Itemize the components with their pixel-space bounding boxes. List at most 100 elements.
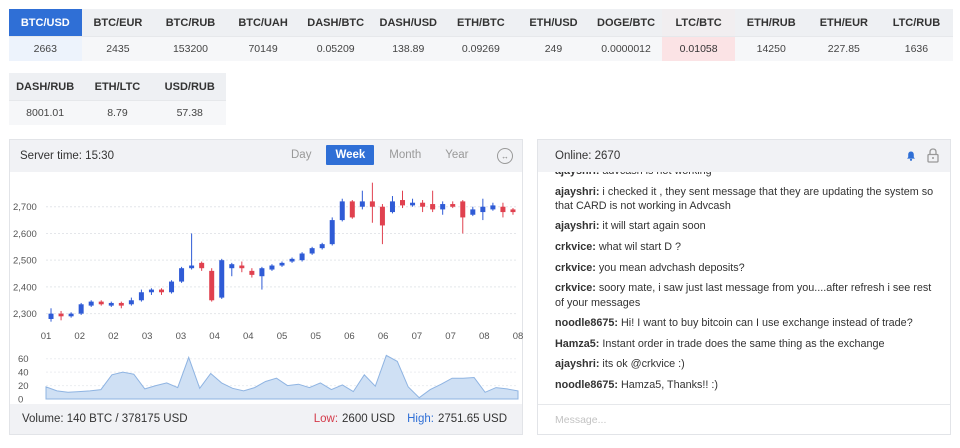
candle-body <box>440 204 446 210</box>
tab-month[interactable]: Month <box>389 149 422 161</box>
volume-tick-label: 40 <box>18 368 29 379</box>
candle-body <box>369 201 375 207</box>
candle-body <box>299 253 305 261</box>
chat-message: ajayshri: i checked it , they sent messa… <box>555 185 936 214</box>
ticker-price: 138.89 <box>371 36 445 61</box>
ticker-eth-usd[interactable]: ETH/USD 249 <box>517 9 590 61</box>
candle-body <box>219 260 225 298</box>
ticker-btc-usd[interactable]: BTC/USD 2663 <box>9 9 82 61</box>
chat-header: Online: 2670 <box>538 140 950 172</box>
bell-icon[interactable] <box>906 151 916 161</box>
candle-body <box>179 268 185 282</box>
candle-body <box>239 265 245 269</box>
chat-message: ajayshri: advcash is not working <box>555 172 936 178</box>
message-username[interactable]: ajayshri: <box>555 185 600 198</box>
candle-body <box>420 202 426 207</box>
high-value: 2751.65 USD <box>437 413 507 425</box>
candle-body <box>158 289 164 293</box>
candle-body <box>68 313 74 317</box>
ticker-price: 2663 <box>9 36 82 61</box>
message-username[interactable]: ajayshri: <box>555 358 600 371</box>
message-text: it will start again soon <box>602 220 706 233</box>
candle-body <box>319 244 325 249</box>
y-tick-label: 2,500 <box>13 256 37 267</box>
ticker-row-1: BTC/USD 2663 BTC/EUR 2435 BTC/RUB 153200 BTC/U… <box>9 9 953 61</box>
message-text: you mean advchash deposits? <box>598 261 745 274</box>
ticker-price: 249 <box>517 36 590 61</box>
chat-message: crkvice: soory mate, i saw just last mes… <box>555 281 936 310</box>
tab-week[interactable]: Week <box>326 145 375 165</box>
ticker-dash-usd[interactable]: DASH/USD 138.89 <box>371 9 445 61</box>
ticker-pair: LTC/BTC <box>662 9 735 36</box>
candle-body <box>430 204 436 210</box>
candle-body <box>389 201 395 213</box>
ticker-pair: DASH/BTC <box>299 9 372 36</box>
candle-body <box>118 302 124 306</box>
message-username[interactable]: ajayshri: <box>555 220 600 233</box>
message-username[interactable]: noodle8675: <box>555 378 618 391</box>
ticker-pair: ETH/EUR <box>807 9 881 36</box>
x-tick-label: 08 <box>479 331 490 342</box>
volume-area <box>45 354 519 400</box>
message-username[interactable]: ajayshri: <box>555 172 599 177</box>
candle-body <box>169 281 175 293</box>
candle-body <box>259 268 265 277</box>
message-username[interactable]: noodle8675: <box>555 317 618 330</box>
chat-message: crkvice: what wil start D ? <box>555 240 936 254</box>
ticker-pair: DASH/USD <box>371 9 445 36</box>
message-input[interactable] <box>555 413 950 426</box>
message-username[interactable]: Hamza5: <box>555 337 600 350</box>
x-tick-label: 06 <box>344 331 355 342</box>
ticker-price: 0.01058 <box>662 36 735 61</box>
ticker-eth-btc[interactable]: ETH/BTC 0.09269 <box>444 9 518 61</box>
message-text: i checked it , they sent message that th… <box>555 185 934 212</box>
x-tick-label: 04 <box>209 331 220 342</box>
ticker-eth-rub[interactable]: ETH/RUB 14250 <box>734 9 808 61</box>
candle-body <box>339 201 345 221</box>
low-high-summary: Low: 2600 USD High: 2751.65 USD <box>314 404 507 434</box>
chart-header: Server time: 15:30 Day Week Month Year ↔ <box>10 140 522 172</box>
message-username[interactable]: crkvice: <box>555 282 596 295</box>
ticker-dash-rub[interactable]: DASH/RUB 8001.01 <box>9 73 82 125</box>
ticker-eth-eur[interactable]: ETH/EUR 227.85 <box>807 9 881 61</box>
ticker-pair: BTC/EUR <box>81 9 155 36</box>
ticker-btc-rub[interactable]: BTC/RUB 153200 <box>154 9 227 61</box>
candle-body <box>500 206 506 213</box>
tab-year[interactable]: Year <box>445 149 469 161</box>
volume-text: Volume: 140 BTC / 378175 USD <box>22 413 188 425</box>
message-username[interactable]: crkvice: <box>555 261 596 274</box>
ticker-pair: DOGE/BTC <box>589 9 663 36</box>
candle-body <box>58 313 64 317</box>
message-list[interactable]: ajayshri: advcash is not workingajayshri… <box>538 172 950 404</box>
ticker-ltc-btc[interactable]: LTC/BTC 0.01058 <box>662 9 735 61</box>
ticker-doge-btc[interactable]: DOGE/BTC 0.0000012 <box>589 9 663 61</box>
x-tick-label: 04 <box>243 331 254 342</box>
candle-body <box>128 300 134 305</box>
candle-body <box>88 301 94 306</box>
ticker-btc-uah[interactable]: BTC/UAH 70149 <box>226 9 300 61</box>
ticker-dash-btc[interactable]: DASH/BTC 0.05209 <box>299 9 372 61</box>
candle-body <box>329 220 335 245</box>
x-tick-label: 02 <box>108 331 119 342</box>
ticker-ltc-rub[interactable]: LTC/RUB 1636 <box>880 9 953 61</box>
online-count: Online: 2670 <box>555 150 621 162</box>
ticker-usd-rub[interactable]: USD/RUB 57.38 <box>153 73 226 125</box>
ticker-price: 8.79 <box>81 100 154 125</box>
candle-body <box>349 201 355 218</box>
expand-arrows-icon[interactable]: ↔ <box>497 148 513 164</box>
chat-message: ajayshri: its ok @crkvice :) <box>555 357 936 371</box>
ticker-price: 70149 <box>226 36 300 61</box>
period-tabs: Day Week Month Year <box>282 145 484 165</box>
candle-body <box>400 200 406 206</box>
message-text: Hamza5, Thanks!! :) <box>621 378 719 391</box>
message-text: what wil start D ? <box>598 241 682 254</box>
ticker-btc-eur[interactable]: BTC/EUR 2435 <box>81 9 155 61</box>
ticker-eth-ltc[interactable]: ETH/LTC 8.79 <box>81 73 154 125</box>
tab-day[interactable]: Day <box>291 149 312 161</box>
high-label: High: <box>407 413 434 425</box>
ticker-price: 14250 <box>734 36 808 61</box>
message-username[interactable]: crkvice: <box>555 241 596 254</box>
candle-body <box>78 304 84 314</box>
lock-icon[interactable] <box>927 148 939 163</box>
x-tick-label: 07 <box>445 331 456 342</box>
